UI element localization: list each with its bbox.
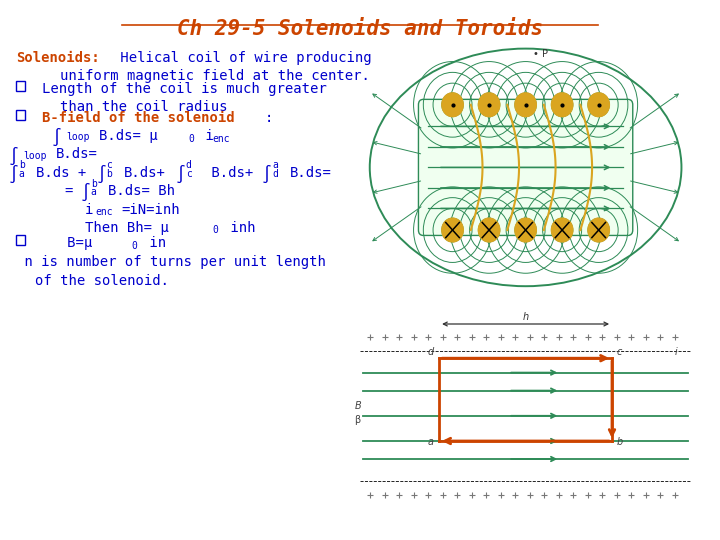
Text: ∫: ∫ — [176, 166, 186, 184]
Text: a: a — [19, 169, 24, 179]
Circle shape — [478, 93, 500, 117]
Text: ∫: ∫ — [9, 147, 19, 166]
Circle shape — [588, 93, 609, 117]
Text: Length of the coil is much greater: Length of the coil is much greater — [42, 82, 326, 96]
Bar — [16, 110, 25, 120]
Text: B.ds=: B.ds= — [289, 166, 331, 180]
Text: b: b — [107, 169, 112, 179]
Text: c: c — [107, 160, 112, 171]
Text: Solenoids:: Solenoids: — [16, 51, 99, 65]
Text: B.ds +: B.ds + — [36, 166, 86, 180]
Text: ∫: ∫ — [9, 166, 19, 184]
Text: ∫: ∫ — [96, 166, 107, 184]
Text: d: d — [428, 347, 434, 357]
Text: Helical coil of wire producing: Helical coil of wire producing — [112, 51, 372, 65]
Text: B.ds+: B.ds+ — [124, 166, 166, 180]
Text: a: a — [272, 160, 278, 171]
Circle shape — [478, 218, 500, 242]
Text: n is number of turns per unit length: n is number of turns per unit length — [16, 255, 325, 269]
Text: c: c — [186, 169, 192, 179]
Text: =iN=inh: =iN=inh — [121, 202, 179, 217]
Text: enc: enc — [95, 207, 112, 217]
Text: a: a — [91, 187, 96, 198]
Circle shape — [442, 218, 463, 242]
Text: uniform magnetic field at the center.: uniform magnetic field at the center. — [60, 69, 369, 83]
Text: :: : — [265, 111, 274, 125]
Text: d: d — [186, 160, 192, 171]
Circle shape — [552, 93, 573, 117]
Text: B.ds+: B.ds+ — [203, 166, 253, 180]
Text: B: B — [354, 401, 361, 410]
Text: than the coil radius: than the coil radius — [60, 100, 228, 114]
Text: of the solenoid.: of the solenoid. — [35, 274, 168, 288]
Text: B.ds=: B.ds= — [56, 147, 98, 161]
Text: i: i — [197, 129, 214, 143]
Circle shape — [588, 218, 609, 242]
Text: 0: 0 — [212, 225, 218, 235]
Bar — [16, 235, 25, 245]
Text: =: = — [65, 184, 81, 198]
Text: c: c — [616, 347, 621, 357]
Text: in: in — [141, 236, 166, 250]
Text: b: b — [19, 160, 24, 171]
Text: enc: enc — [212, 134, 230, 144]
Text: b: b — [616, 437, 622, 447]
Circle shape — [515, 93, 536, 117]
Text: 0: 0 — [132, 241, 138, 251]
Text: β: β — [354, 415, 361, 425]
Text: Then Bh= μ: Then Bh= μ — [85, 221, 168, 235]
Text: b: b — [91, 179, 96, 189]
Text: ∫: ∫ — [81, 184, 91, 202]
Text: inh: inh — [222, 221, 256, 235]
Circle shape — [442, 93, 463, 117]
Bar — [16, 81, 25, 91]
Text: loop: loop — [23, 151, 47, 161]
Text: loop: loop — [66, 132, 90, 143]
Text: d: d — [272, 169, 278, 179]
Circle shape — [552, 218, 573, 242]
Text: i: i — [85, 202, 94, 217]
Text: B-field of the solenoid: B-field of the solenoid — [42, 111, 235, 125]
Text: a: a — [428, 437, 434, 447]
Text: ∫: ∫ — [262, 166, 272, 184]
Text: B=μ: B=μ — [42, 236, 92, 250]
Text: • P: • P — [534, 49, 549, 59]
Text: ∫: ∫ — [52, 129, 62, 147]
Circle shape — [515, 218, 536, 242]
Text: i: i — [674, 347, 677, 356]
Text: Ch 29-5 Solenoids and Toroids: Ch 29-5 Solenoids and Toroids — [177, 19, 543, 39]
FancyBboxPatch shape — [418, 99, 633, 235]
Text: B.ds= μ: B.ds= μ — [99, 129, 158, 143]
Text: 0: 0 — [189, 134, 194, 144]
Text: B.ds= Bh: B.ds= Bh — [108, 184, 175, 198]
Text: h: h — [523, 313, 528, 322]
